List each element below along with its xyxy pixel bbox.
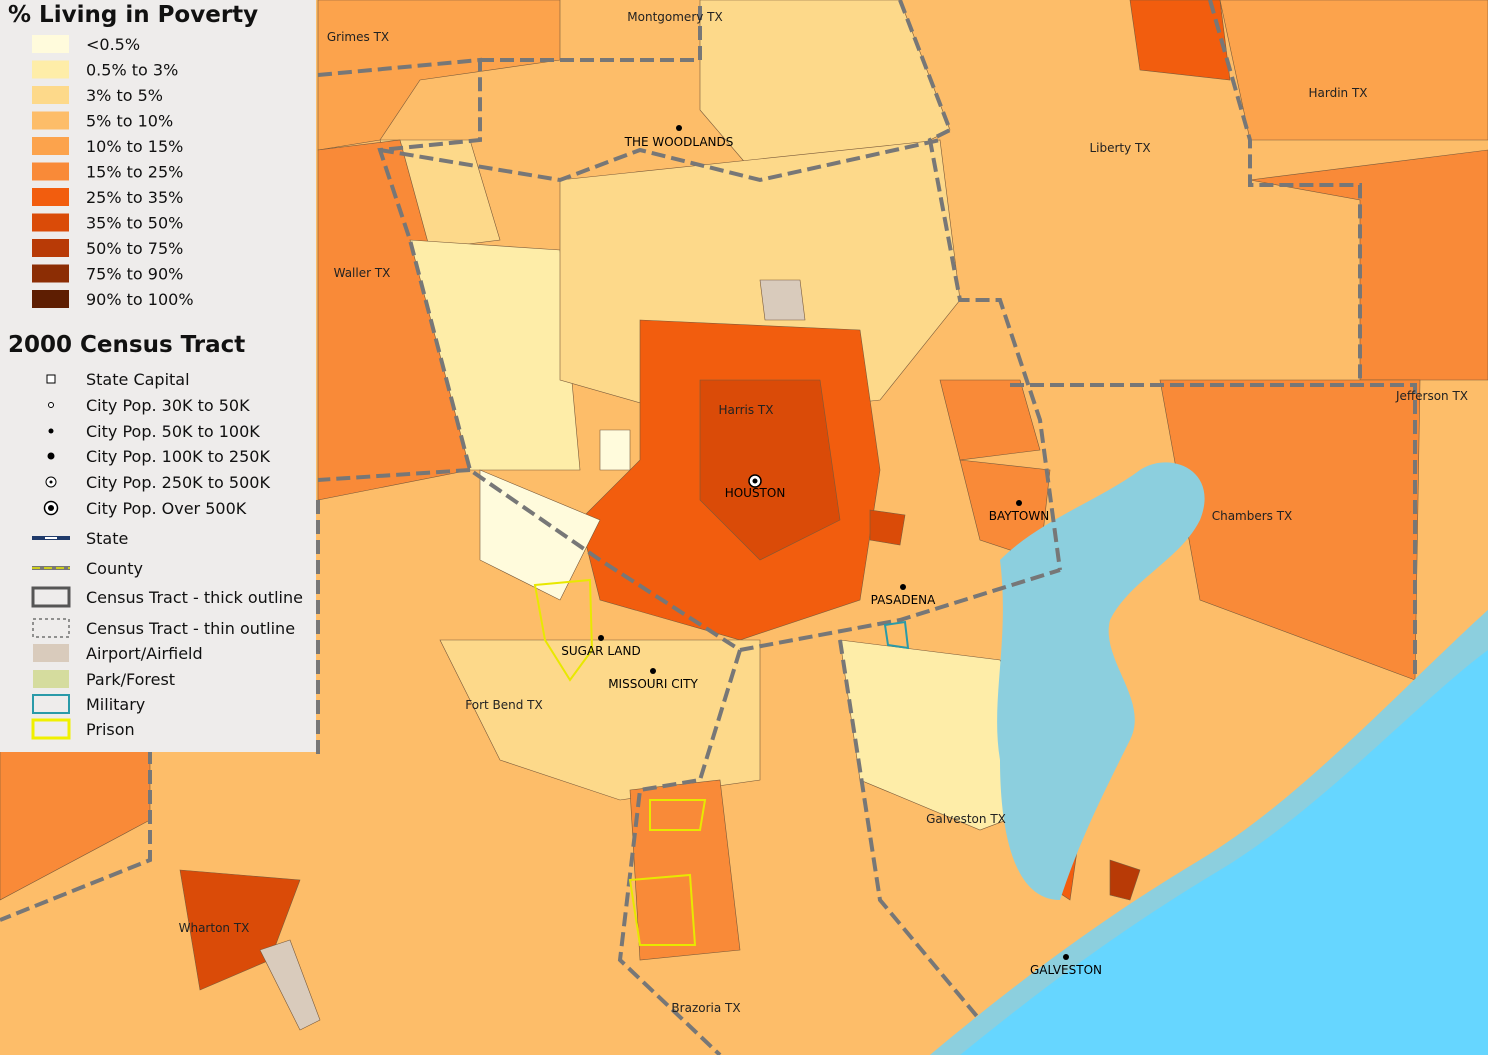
- symbol: [32, 618, 70, 638]
- symbol: [49, 480, 53, 484]
- reference-label: Airport/Airfield: [86, 644, 203, 663]
- city-label: BAYTOWN: [989, 509, 1049, 523]
- symbol: [33, 670, 69, 688]
- reference-symbol: [48, 428, 54, 434]
- reference-symbol: [32, 694, 70, 714]
- county-label: Harris TX: [719, 403, 774, 417]
- county-label: Fort Bend TX: [465, 698, 542, 712]
- reference-label: City Pop. 50K to 100K: [86, 422, 260, 441]
- reference-label: City Pop. 250K to 500K: [86, 473, 270, 492]
- legend-label: 90% to 100%: [86, 290, 194, 309]
- reference-label: City Pop. 100K to 250K: [86, 447, 270, 466]
- city-marker: [650, 668, 656, 674]
- reference-label: Park/Forest: [86, 670, 175, 689]
- city-label: THE WOODLANDS: [624, 135, 734, 149]
- city-marker: [1063, 954, 1069, 960]
- reference-label: State: [86, 529, 128, 548]
- symbol: [31, 586, 71, 608]
- legend-title: % Living in Poverty: [8, 2, 258, 28]
- reference-label: Census Tract - thick outline: [86, 588, 303, 607]
- reference-label: City Pop. Over 500K: [86, 499, 247, 518]
- legend-swatch: [32, 264, 69, 283]
- county-label: Montgomery TX: [627, 10, 722, 24]
- city-marker: [676, 125, 682, 131]
- city-label: SUGAR LAND: [561, 644, 640, 658]
- legend-label: 15% to 25%: [86, 163, 183, 182]
- county-label: Brazoria TX: [671, 1001, 740, 1015]
- reference-symbol: [43, 500, 59, 516]
- legend-panel: % Living in Poverty 2000 Census Tract <0…: [0, 0, 316, 752]
- reference-label: County: [86, 559, 143, 578]
- legend-swatch: [32, 86, 69, 104]
- reference-symbol: [48, 402, 54, 408]
- city-marker: [752, 478, 758, 484]
- symbol: [32, 694, 70, 714]
- symbol: [48, 505, 54, 511]
- reference-label: Military: [86, 695, 145, 714]
- legend-label: 75% to 90%: [86, 265, 183, 284]
- reference-symbol: [31, 586, 71, 608]
- symbol: [46, 374, 56, 384]
- county-label: Jefferson TX: [1395, 389, 1468, 403]
- reference-label: Census Tract - thin outline: [86, 619, 295, 638]
- legend-swatch: [32, 137, 69, 155]
- gulf-of-mexico: [930, 610, 1488, 1055]
- symbol: [48, 428, 54, 434]
- city-marker: [900, 584, 906, 590]
- prisons: [533, 578, 707, 946]
- nearshore: [930, 610, 1488, 1055]
- legend-swatch: [32, 213, 69, 232]
- legend-label: 50% to 75%: [86, 239, 183, 258]
- city-label: GALVESTON: [1030, 963, 1102, 977]
- legend-swatch: [32, 188, 69, 206]
- reference-label: City Pop. 30K to 50K: [86, 396, 250, 415]
- reference-symbol: [47, 452, 55, 460]
- reference-symbol: [33, 644, 69, 662]
- city-marker: [1016, 500, 1022, 506]
- city-marker: [598, 635, 604, 641]
- legend-label: 35% to 50%: [86, 214, 183, 233]
- city-label: PASADENA: [871, 593, 937, 607]
- county-label: Chambers TX: [1212, 509, 1293, 523]
- county-label: Grimes TX: [327, 30, 389, 44]
- county-lines: [0, 0, 1417, 1055]
- legend-label: 5% to 10%: [86, 112, 173, 131]
- county-label: Wharton TX: [179, 921, 250, 935]
- legend-label: 10% to 15%: [86, 137, 183, 156]
- county-label: Galveston TX: [926, 812, 1006, 826]
- legend-label: 0.5% to 3%: [86, 61, 178, 80]
- reference-label: Prison: [86, 720, 135, 739]
- county-label: Hardin TX: [1308, 86, 1367, 100]
- legend-swatch: [32, 239, 69, 257]
- tracts: [0, 0, 1488, 1031]
- reference-label: State Capital: [86, 370, 190, 389]
- legend-swatch: [32, 290, 69, 308]
- reference-symbol: [32, 618, 70, 638]
- symbol: [47, 452, 55, 460]
- reference-symbol: [46, 374, 56, 384]
- reference-title: 2000 Census Tract: [8, 332, 245, 358]
- legend-swatch: [32, 35, 69, 53]
- reference-symbol: [33, 670, 69, 688]
- legend-swatch: [32, 111, 69, 130]
- legend-label: 3% to 5%: [86, 86, 163, 105]
- city-label: MISSOURI CITY: [608, 677, 698, 691]
- legend-label: 25% to 35%: [86, 188, 183, 207]
- county-label: Liberty TX: [1089, 141, 1150, 155]
- county-label: Waller TX: [334, 266, 391, 280]
- legend-swatch: [32, 60, 69, 79]
- places: Grimes TX Montgomery TX Hardin TX Liberty T…: [179, 10, 1468, 1015]
- reference-symbol: [31, 718, 71, 740]
- legend-label: <0.5%: [86, 35, 140, 54]
- symbol: [33, 644, 69, 662]
- symbol: [48, 402, 54, 408]
- galveston-bay: [997, 462, 1205, 900]
- legend-swatch: [32, 162, 69, 181]
- military-area: [883, 620, 910, 650]
- symbol: [31, 718, 71, 740]
- city-label: HOUSTON: [725, 486, 786, 500]
- reference-symbol: [45, 476, 57, 488]
